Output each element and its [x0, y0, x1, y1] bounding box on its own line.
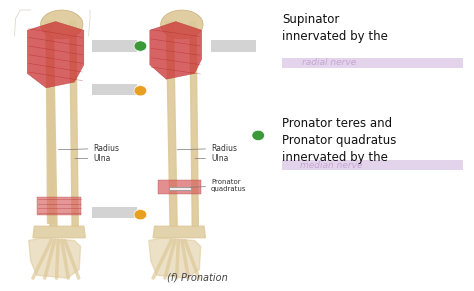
Polygon shape — [46, 22, 55, 223]
Ellipse shape — [134, 86, 147, 96]
Polygon shape — [27, 22, 84, 88]
Ellipse shape — [161, 10, 203, 39]
Text: median nerve: median nerve — [300, 161, 363, 170]
Text: Ulna: Ulna — [195, 154, 228, 163]
Bar — [92, 207, 137, 219]
Bar — [282, 161, 463, 170]
Polygon shape — [150, 22, 201, 79]
Ellipse shape — [40, 10, 83, 39]
Polygon shape — [169, 187, 191, 190]
Text: Radius: Radius — [177, 144, 237, 153]
Bar — [282, 58, 463, 68]
Ellipse shape — [134, 210, 147, 220]
Bar — [92, 84, 137, 95]
Ellipse shape — [252, 130, 264, 141]
Text: Pronator teres and
Pronator quadratus
innervated by the: Pronator teres and Pronator quadratus in… — [282, 117, 396, 164]
Text: Supinator
innervated by the: Supinator innervated by the — [282, 13, 388, 43]
Polygon shape — [70, 22, 78, 226]
Bar — [211, 40, 256, 52]
Polygon shape — [149, 238, 201, 278]
Polygon shape — [153, 226, 205, 238]
Polygon shape — [29, 238, 81, 278]
Polygon shape — [190, 22, 198, 226]
Bar — [92, 40, 137, 52]
Text: radial nerve: radial nerve — [302, 58, 356, 67]
Text: (f) Pronation: (f) Pronation — [166, 272, 228, 282]
Text: Pronator
quadratus: Pronator quadratus — [190, 179, 246, 192]
Polygon shape — [158, 180, 201, 194]
Text: Ulna: Ulna — [75, 154, 110, 163]
Polygon shape — [46, 22, 57, 226]
Polygon shape — [166, 22, 177, 226]
Polygon shape — [33, 226, 85, 238]
Polygon shape — [36, 197, 82, 215]
Ellipse shape — [134, 41, 147, 51]
Text: Radius: Radius — [58, 144, 119, 153]
